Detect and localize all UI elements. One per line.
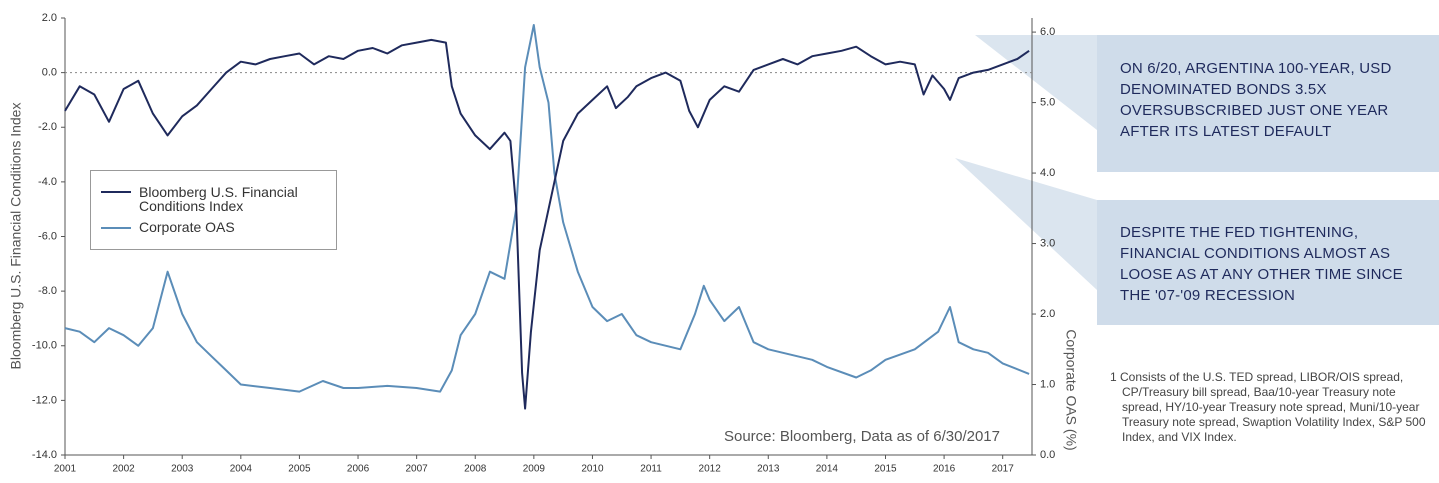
- callout-box: [1097, 35, 1439, 172]
- footnote: 1 Consists of the U.S. TED spread, LIBOR…: [1110, 370, 1426, 444]
- x-tick-label: 2017: [992, 464, 1015, 475]
- x-tick-label: 2011: [640, 464, 662, 475]
- x-tick-label: 2009: [523, 464, 546, 475]
- y-axis-title: Bloomberg U.S. Financial Conditions Inde…: [8, 103, 24, 370]
- y-tick-label: -6.0: [38, 230, 57, 242]
- annotation: ON 6/20, ARGENTINA 100-YEAR, USD DENOMIN…: [1120, 60, 1392, 140]
- x-tick-label: 2015: [874, 464, 897, 475]
- legend-swatch: [101, 227, 131, 229]
- x-tick-label: 2014: [816, 464, 839, 475]
- y-tick-label: -10.0: [32, 340, 57, 352]
- callout-pointer: [955, 158, 1097, 290]
- x-tick-label: 2006: [347, 464, 370, 475]
- callout-box: [1097, 200, 1439, 325]
- y-tick-label: 0.0: [42, 67, 57, 79]
- legend-label: Corporate OAS: [139, 219, 235, 235]
- x-tick-label: 2001: [54, 464, 77, 475]
- y-tick-label: 2.0: [42, 12, 57, 24]
- y2-tick-label: 1.0: [1040, 378, 1055, 390]
- y2-tick-label: 2.0: [1040, 308, 1055, 320]
- y2-tick-label: 3.0: [1040, 237, 1055, 249]
- x-tick-label: 2016: [933, 464, 956, 475]
- legend-swatch: [101, 191, 131, 193]
- y-tick-label: -12.0: [32, 394, 57, 406]
- x-tick-label: 2013: [757, 464, 780, 475]
- source: Source: Bloomberg, Data as of 6/30/2017: [724, 428, 1000, 445]
- callout-pointer: [975, 35, 1097, 130]
- x-tick-label: 2005: [288, 464, 311, 475]
- series-line: [64, 38, 1030, 410]
- legend-label: Bloomberg U.S. Financial Conditions Inde…: [139, 184, 298, 214]
- y2-tick-label: 4.0: [1040, 167, 1055, 179]
- x-tick-label: 2004: [230, 464, 253, 475]
- x-tick-label: 2002: [112, 464, 135, 475]
- y-tick-label: -14.0: [32, 449, 57, 461]
- y-tick-label: -8.0: [38, 285, 57, 297]
- series-line: [64, 24, 1030, 393]
- y2-tick-label: 6.0: [1040, 26, 1055, 38]
- y-tick-label: -4.0: [38, 176, 57, 188]
- annotation: DESPITE THE FED TIGHTENING, FINANCIAL CO…: [1120, 224, 1403, 304]
- legend: Bloomberg U.S. Financial Conditions Inde…: [90, 170, 337, 250]
- y-tick-label: -2.0: [38, 121, 57, 133]
- x-tick-label: 2012: [699, 464, 722, 475]
- x-tick-label: 2010: [581, 464, 604, 475]
- x-tick-label: 2003: [171, 464, 194, 475]
- y2-tick-label: 5.0: [1040, 96, 1055, 108]
- x-tick-label: 2007: [406, 464, 429, 475]
- y2-tick-label: 0.0: [1040, 449, 1055, 461]
- x-tick-label: 2008: [464, 464, 487, 475]
- y2-axis-title: Corporate OAS (%): [1063, 329, 1079, 450]
